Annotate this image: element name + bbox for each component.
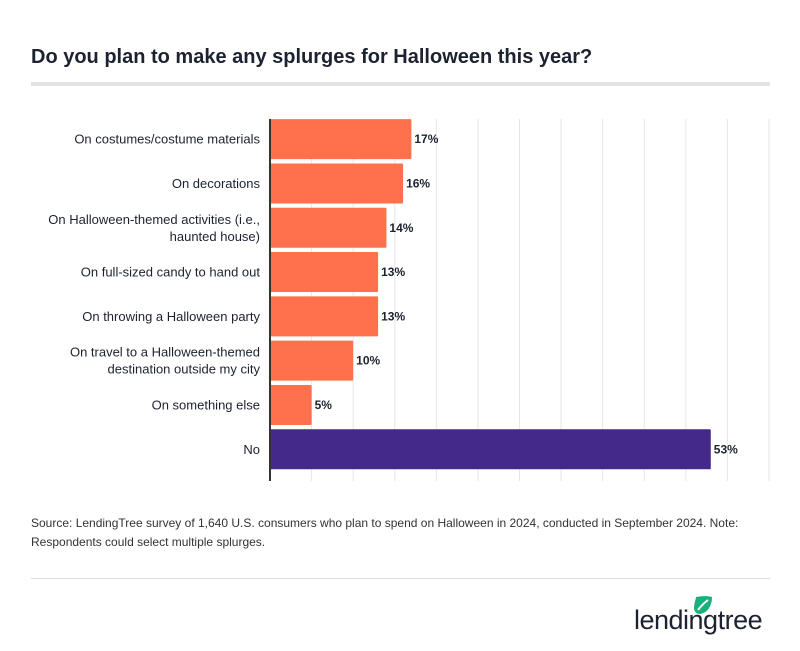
data-label: 16% <box>406 176 430 190</box>
category-label: On something else <box>152 397 260 412</box>
bar <box>270 429 711 470</box>
bar <box>270 207 387 248</box>
bar <box>270 119 412 160</box>
source-note: Source: LendingTree survey of 1,640 U.S.… <box>31 516 739 549</box>
data-label: 10% <box>356 354 380 368</box>
data-label: 13% <box>381 309 405 323</box>
data-label: 5% <box>315 398 333 412</box>
footer-divider <box>31 578 770 579</box>
category-label: destination outside my city <box>108 362 261 377</box>
category-label: On decorations <box>172 176 261 191</box>
bar <box>270 340 354 381</box>
category-label: On Halloween-themed activities (i.e., <box>48 212 260 227</box>
data-label: 14% <box>389 221 413 235</box>
data-label: 13% <box>381 265 405 279</box>
bar <box>270 296 379 337</box>
chart-title: Do you plan to make any splurges for Hal… <box>31 46 593 68</box>
bar <box>270 252 379 293</box>
category-label: On full-sized candy to hand out <box>81 265 261 280</box>
bar <box>270 163 404 204</box>
category-label: haunted house) <box>170 229 260 244</box>
bar-chart: 17% On costumes/costume materials 16% On de… <box>48 119 770 481</box>
title-divider <box>31 82 770 86</box>
data-label: 53% <box>714 442 738 456</box>
bar <box>270 384 312 425</box>
category-label: On throwing a Halloween party <box>82 309 260 324</box>
lendingtree-logo: lendingtree <box>634 595 774 640</box>
category-label: On travel to a Halloween-themed <box>70 345 260 360</box>
data-label: 17% <box>414 132 438 146</box>
category-label: No <box>243 442 260 457</box>
category-label: On costumes/costume materials <box>74 132 260 147</box>
svg-text:lendingtree: lendingtree <box>634 605 762 635</box>
